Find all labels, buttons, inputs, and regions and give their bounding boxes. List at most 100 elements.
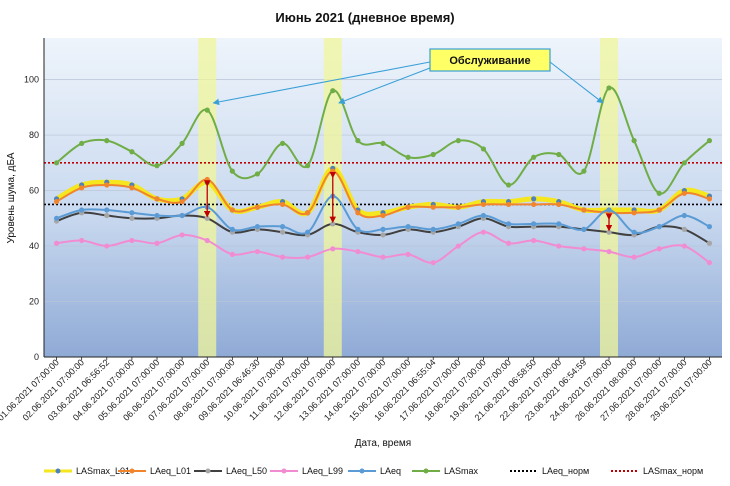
data-point — [656, 190, 662, 196]
data-point — [305, 210, 311, 216]
data-point — [681, 226, 687, 232]
data-point — [79, 185, 85, 191]
data-point — [104, 138, 110, 144]
data-point — [53, 160, 60, 166]
data-point — [229, 168, 235, 174]
data-point — [129, 215, 135, 221]
data-point — [531, 154, 537, 160]
legend-label: LASmax — [444, 466, 479, 476]
data-point — [581, 168, 587, 174]
data-point — [556, 221, 562, 227]
data-point — [380, 140, 386, 147]
data-point — [330, 246, 336, 252]
data-point — [279, 224, 286, 230]
legend-label: LASmax_норм — [643, 466, 703, 476]
legend: LASmax_L01 LAeq_L01 LAeq_L50 LAeq_L99 LAeq LA… — [44, 466, 703, 476]
data-point — [279, 229, 286, 235]
data-point — [531, 196, 537, 202]
data-point — [706, 224, 713, 230]
data-point — [631, 254, 637, 260]
y-tick-label: 20 — [29, 297, 39, 307]
data-point — [656, 224, 662, 230]
data-point — [505, 201, 512, 208]
data-point — [129, 185, 135, 191]
data-point — [505, 240, 512, 246]
data-point — [79, 140, 85, 147]
data-point — [556, 243, 562, 249]
data-point — [631, 210, 637, 216]
data-point — [179, 140, 185, 147]
y-tick-label: 100 — [24, 75, 39, 85]
maintenance-callout: Обслуживание — [212, 48, 604, 106]
legend-label: LAeq_норм — [542, 466, 589, 476]
data-point — [455, 243, 461, 249]
data-point — [480, 212, 487, 219]
data-point — [129, 210, 135, 216]
y-tick-label: 60 — [29, 186, 39, 196]
legend-marker — [205, 468, 211, 474]
data-point — [606, 248, 612, 255]
data-point — [681, 160, 687, 166]
data-point — [229, 226, 235, 232]
data-point — [53, 215, 60, 221]
data-point — [505, 182, 512, 188]
data-point — [79, 237, 85, 244]
data-point — [355, 248, 361, 255]
data-point — [531, 201, 537, 208]
data-point — [229, 251, 235, 257]
data-point — [430, 260, 436, 266]
legend-label: LASmax_L01 — [76, 466, 130, 476]
data-point — [305, 163, 311, 169]
data-point — [330, 221, 336, 227]
callout-arrow — [549, 61, 604, 104]
data-point — [480, 146, 487, 152]
data-point — [656, 207, 662, 213]
data-point — [405, 251, 411, 257]
data-point — [405, 204, 411, 210]
series-lines — [53, 85, 713, 266]
y-tick-label: 80 — [29, 130, 39, 140]
data-point — [254, 204, 261, 210]
data-point — [430, 226, 436, 232]
data-point — [330, 88, 336, 94]
callout-arrow — [212, 61, 431, 106]
data-point — [330, 168, 336, 174]
data-point — [179, 212, 185, 219]
data-point — [681, 243, 687, 249]
data-point — [129, 237, 135, 244]
data-point — [104, 212, 110, 219]
data-point — [104, 243, 110, 249]
legend-label: LAeq — [380, 466, 401, 476]
data-point — [355, 138, 361, 144]
data-point — [355, 226, 361, 232]
data-point — [53, 240, 60, 246]
x-axis-title: Дата, время — [355, 438, 411, 449]
data-point — [455, 204, 461, 210]
y-tick-label: 40 — [29, 241, 39, 251]
data-point — [154, 240, 160, 246]
data-point — [204, 176, 210, 183]
data-point — [706, 240, 713, 246]
data-point — [606, 85, 612, 91]
legend-marker — [55, 468, 61, 474]
data-point — [279, 140, 286, 147]
data-point — [154, 212, 160, 219]
data-point — [229, 207, 235, 213]
data-point — [556, 151, 562, 158]
data-point — [455, 221, 461, 227]
data-point — [104, 207, 110, 213]
data-point — [455, 138, 461, 144]
data-point — [380, 226, 386, 232]
data-point — [681, 190, 687, 196]
data-point — [706, 260, 713, 266]
data-point — [706, 196, 713, 202]
data-point — [430, 151, 436, 158]
data-point — [53, 199, 60, 205]
data-point — [556, 201, 562, 208]
data-point — [405, 224, 411, 230]
legend-label: LAeq_L50 — [226, 466, 267, 476]
data-point — [380, 254, 386, 260]
